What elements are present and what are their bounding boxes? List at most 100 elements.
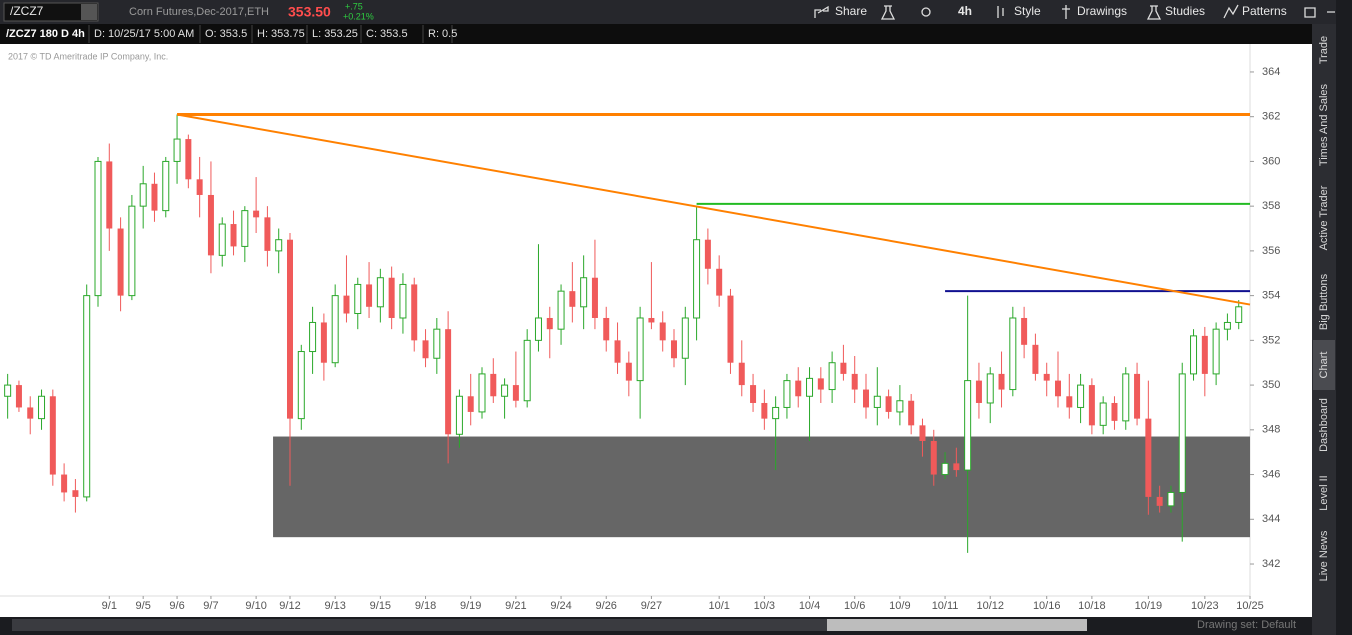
x-tick-label: 9/15	[370, 600, 391, 612]
sidebar-tab[interactable]: Active Trader	[1318, 185, 1330, 250]
candle-body	[625, 362, 632, 381]
y-tick-label: 362	[1262, 111, 1280, 123]
candle-body	[1021, 317, 1028, 345]
candle-body	[117, 228, 124, 296]
candle-body	[309, 321, 317, 353]
candle-body	[433, 328, 441, 359]
sidebar-tabs: Trade Times And Sales Active Trader Big But…	[1313, 36, 1335, 581]
candle-body	[840, 362, 847, 374]
change-pct: +0.21%	[343, 11, 374, 21]
candle-body	[975, 380, 982, 403]
range-info: R: 0.5	[428, 28, 457, 40]
candle-body	[693, 239, 701, 319]
symbol-dropdown[interactable]	[81, 4, 97, 20]
sidebar-tab[interactable]: Trade	[1318, 36, 1330, 64]
x-tick-label: 9/21	[505, 600, 526, 612]
sidebar-tab[interactable]: Dashboard	[1318, 398, 1330, 452]
x-tick-label: 10/25	[1236, 600, 1264, 612]
timeframe-button[interactable]: 4h	[958, 4, 972, 18]
candle-body	[422, 340, 429, 359]
copyright: 2017 © TD Ameritrade IP Company, Inc.	[8, 51, 168, 61]
close-info: C: 353.5	[366, 28, 408, 40]
candle-body	[750, 385, 757, 403]
symbol-input[interactable]	[3, 2, 99, 22]
candle-body	[139, 183, 147, 207]
candle-body	[964, 380, 972, 471]
x-tick-label: 10/6	[844, 600, 865, 612]
patterns-button[interactable]: Patterns	[1242, 4, 1287, 18]
y-tick-label: 358	[1262, 200, 1280, 212]
candle-body	[27, 407, 34, 419]
x-tick-label: 10/3	[754, 600, 775, 612]
candle-body	[72, 490, 79, 497]
x-tick-label: 9/6	[169, 600, 184, 612]
share-button[interactable]: Share	[835, 4, 867, 18]
scroll-thumb[interactable]	[827, 619, 1087, 631]
y-tick-label: 342	[1262, 558, 1280, 570]
sidebar-tab[interactable]: Big Buttons	[1318, 273, 1330, 330]
open-info: O: 353.5	[205, 28, 247, 40]
candle-body	[1235, 306, 1243, 323]
last-price: 353.50	[288, 4, 331, 20]
sidebar	[1312, 24, 1336, 635]
x-tick-label: 9/19	[460, 600, 481, 612]
candle-body	[1009, 317, 1017, 391]
sidebar-tab[interactable]: Level II	[1318, 475, 1330, 510]
candle-body	[1032, 344, 1039, 374]
candle-body	[986, 373, 994, 404]
symbol: /ZCZ7	[10, 4, 44, 18]
candle-body	[772, 406, 780, 420]
candle-body	[716, 268, 723, 296]
y-tick-label: 352	[1262, 334, 1280, 346]
candle-body	[896, 400, 904, 413]
candle-body	[908, 400, 915, 426]
style-button[interactable]: Style	[1014, 4, 1041, 18]
candle-body	[264, 217, 271, 251]
sidebar-tab[interactable]: Live News	[1318, 530, 1330, 581]
x-tick-label: 10/1	[708, 600, 729, 612]
candle-body	[1111, 402, 1118, 421]
candle-body	[512, 385, 519, 401]
candle-body	[534, 317, 542, 341]
candle-body	[523, 339, 531, 402]
candle-body	[919, 425, 926, 442]
candle-body	[4, 384, 12, 397]
y-tick-label: 360	[1262, 155, 1280, 167]
x-tick-label: 10/9	[889, 600, 910, 612]
candle-body	[1122, 373, 1130, 422]
candle-body	[354, 283, 362, 315]
candle-body	[106, 161, 113, 229]
candle-body	[1223, 321, 1231, 330]
x-tick-label: 9/18	[415, 600, 436, 612]
candle-body	[162, 160, 170, 212]
candle-body	[94, 160, 102, 297]
candle-body	[580, 277, 588, 308]
candle-body	[366, 284, 373, 307]
candle-body	[1167, 491, 1175, 507]
y-tick-label: 356	[1262, 245, 1280, 257]
candle-body	[128, 205, 136, 297]
candle-body	[885, 396, 892, 412]
candle-body	[591, 277, 598, 318]
candle-body	[455, 395, 463, 435]
candle-body	[15, 385, 22, 408]
scroll-track[interactable]	[12, 619, 827, 631]
drawings-button[interactable]: Drawings	[1077, 4, 1127, 18]
studies-button[interactable]: Studies	[1165, 4, 1205, 18]
candle-body	[569, 291, 576, 307]
candle-body	[614, 340, 621, 363]
x-tick-label: 9/10	[245, 600, 266, 612]
sidebar-tab[interactable]: Chart	[1318, 352, 1330, 379]
candle-body	[681, 317, 689, 359]
toolbar	[0, 0, 1352, 24]
candle-body	[1043, 373, 1050, 381]
candle-body	[546, 317, 553, 330]
candle-body	[61, 474, 68, 493]
candle-body	[83, 295, 91, 498]
candle-body	[287, 239, 293, 419]
candle-body	[873, 395, 881, 408]
sidebar-tab[interactable]: Times And Sales	[1318, 83, 1330, 166]
